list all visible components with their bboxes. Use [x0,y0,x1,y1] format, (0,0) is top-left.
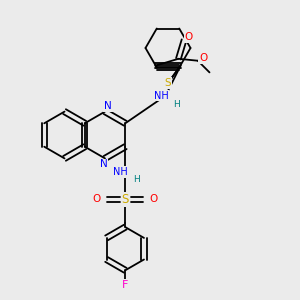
Text: O: O [199,53,207,63]
Text: N: N [100,159,107,170]
Text: F: F [122,280,128,290]
Text: O: O [150,194,158,204]
Text: NH: NH [113,167,128,177]
Text: NH: NH [154,91,168,101]
Text: O: O [184,32,193,42]
Text: H: H [133,175,140,184]
Text: H: H [173,100,179,109]
Text: N: N [104,101,112,111]
Text: S: S [122,193,129,206]
Text: O: O [93,194,101,204]
Text: S: S [165,78,171,88]
